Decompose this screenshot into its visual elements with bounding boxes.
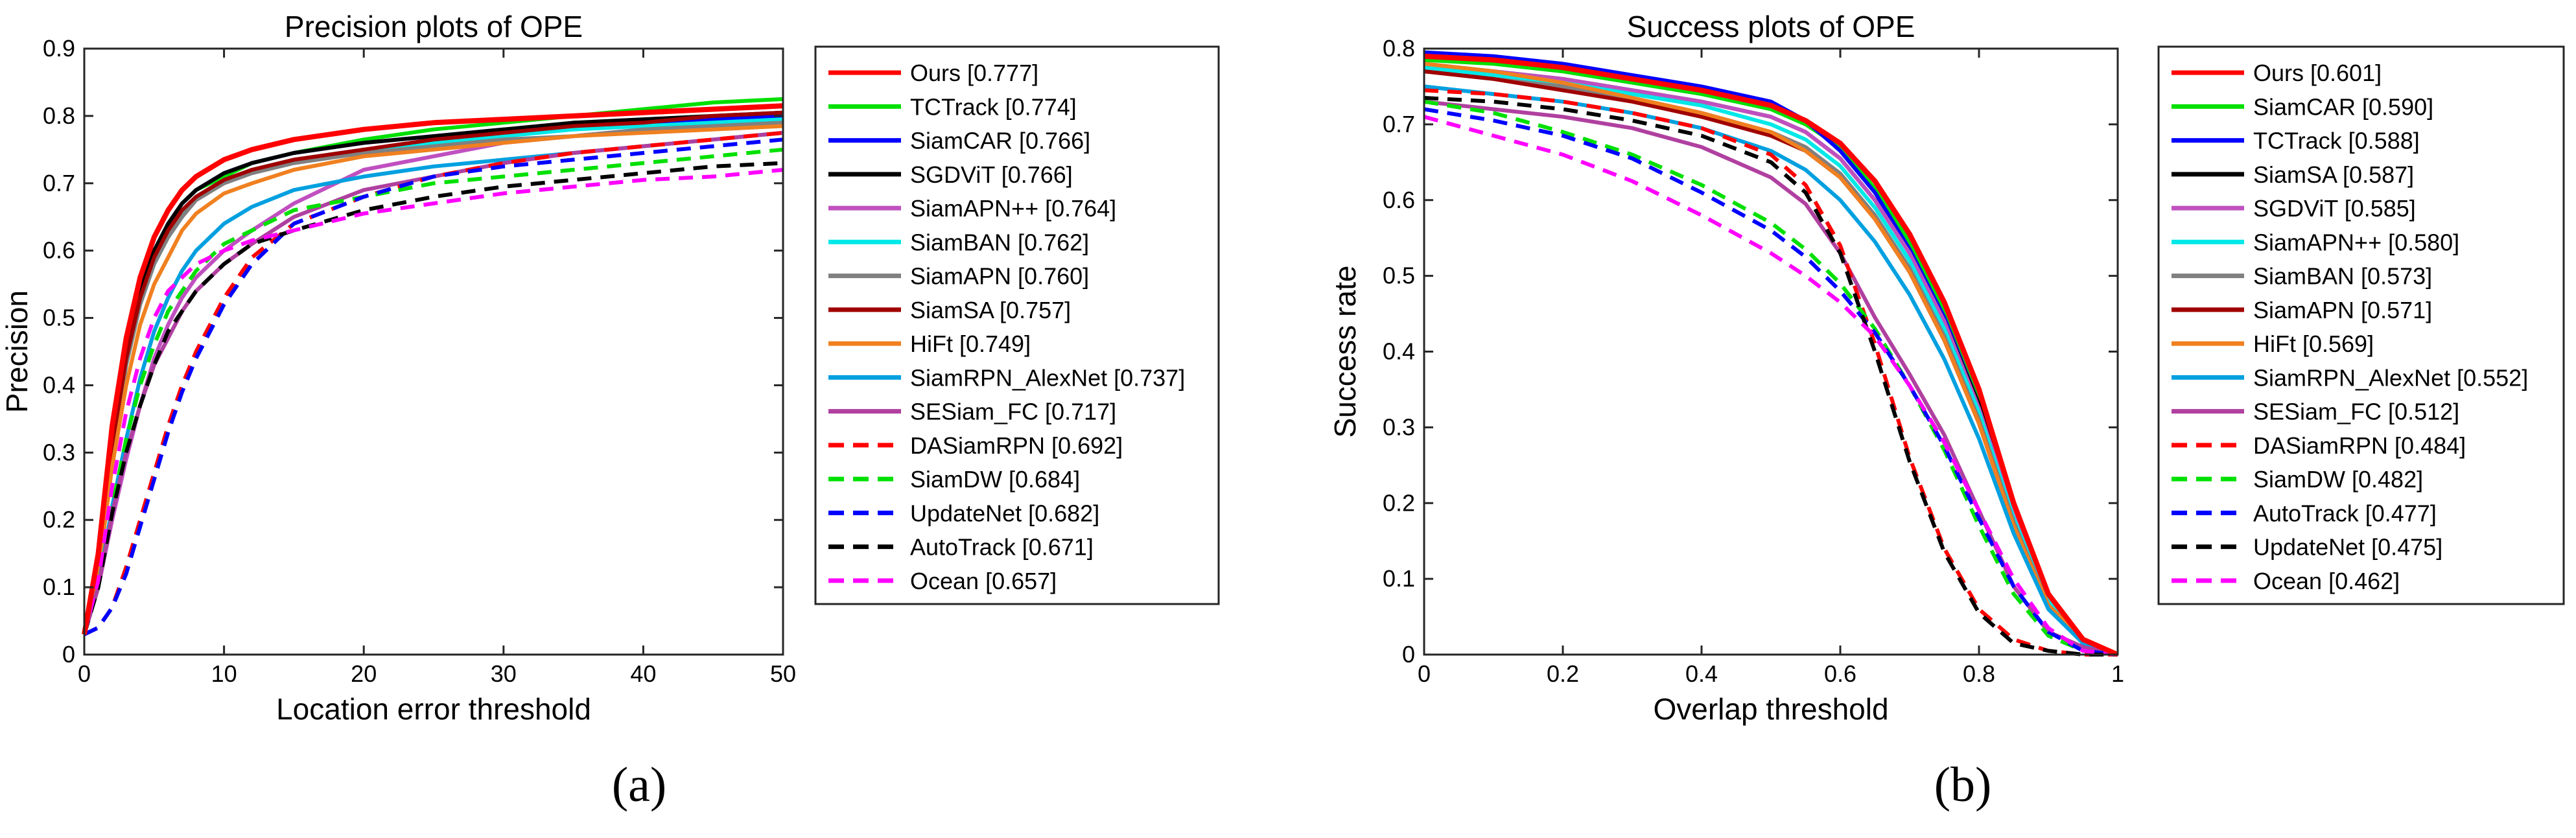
legend-label-1: Ours [0.777] xyxy=(910,60,1038,86)
legend-label-9: HiFt [0.749] xyxy=(910,331,1031,357)
legend-label-16: Ocean [0.462] xyxy=(2253,568,2400,594)
legend-label-15: AutoTrack [0.671] xyxy=(910,534,1094,561)
series-line-16 xyxy=(1423,115,2118,657)
legend-label-2: SiamCAR [0.590] xyxy=(2253,93,2433,120)
series-line-14 xyxy=(83,137,784,636)
series-line-15 xyxy=(1423,96,2118,657)
chart-title: Success plots of OPE xyxy=(1627,10,1915,43)
caption-b-text: (b) xyxy=(1934,758,1992,812)
y-tick-label: 0.2 xyxy=(1383,489,1415,516)
legend-label-2: TCTrack [0.774] xyxy=(910,93,1077,120)
x-tick-label: 0.6 xyxy=(1824,660,1856,687)
legend-label-10: SiamRPN_AlexNet [0.552] xyxy=(2253,364,2528,391)
legend-label-7: SiamBAN [0.573] xyxy=(2253,263,2432,290)
series-line-top xyxy=(1423,53,2119,657)
y-tick-label: 0.9 xyxy=(43,35,75,62)
caption-a: (a) xyxy=(574,757,704,813)
axes-frame xyxy=(83,47,784,656)
legend-label-10: SiamRPN_AlexNet [0.737] xyxy=(910,364,1185,391)
legend-label-4: SGDViT [0.766] xyxy=(910,161,1073,188)
y-tick-label: 0.7 xyxy=(1383,111,1415,137)
y-tick-label: 0.8 xyxy=(43,102,75,129)
x-tick-label: 0.4 xyxy=(1685,660,1718,687)
x-tick-label: 10 xyxy=(211,660,237,687)
y-axis-label: Precision xyxy=(0,290,34,413)
legend-label-9: HiFt [0.569] xyxy=(2253,331,2374,357)
legend-label-13: SiamDW [0.482] xyxy=(2253,466,2423,493)
legend-label-5: SGDViT [0.585] xyxy=(2253,195,2416,222)
series-line-top xyxy=(82,103,784,635)
y-tick-label: 0.1 xyxy=(1383,565,1415,592)
y-tick-label: 0.5 xyxy=(43,305,75,331)
y-tick-label: 0.3 xyxy=(1383,413,1415,440)
x-tick-label: 0 xyxy=(78,660,91,687)
y-tick-label: 0.7 xyxy=(43,170,75,196)
plot-area xyxy=(1424,49,2118,655)
caption-a-text: (a) xyxy=(611,758,667,812)
y-axis-label: Success rate xyxy=(1328,266,1362,438)
series-line-13 xyxy=(82,147,784,635)
series-line-12 xyxy=(1423,88,2118,657)
legend-label-3: SiamCAR [0.766] xyxy=(910,128,1090,154)
y-tick-label: 0.5 xyxy=(1383,262,1415,289)
series-line-8 xyxy=(82,110,784,635)
legend-label-1: Ours [0.601] xyxy=(2253,60,2382,86)
legend-label-3: TCTrack [0.588] xyxy=(2253,128,2420,154)
y-tick-label: 0.6 xyxy=(43,237,75,264)
x-tick-label: 0.2 xyxy=(1547,660,1579,687)
legend-label-4: SiamSA [0.587] xyxy=(2253,161,2414,188)
legend-label-6: SiamBAN [0.762] xyxy=(910,229,1089,255)
x-tick-label: 50 xyxy=(770,660,796,687)
legend-label-7: SiamAPN [0.760] xyxy=(910,263,1089,290)
legend-label-16: Ocean [0.657] xyxy=(910,568,1057,594)
series-group xyxy=(1423,50,2119,657)
legend-label-6: SiamAPN++ [0.580] xyxy=(2253,229,2459,255)
series-line-15 xyxy=(82,161,784,635)
precision-chart: 0 10 20 30 40 50 0 0.1 0.2 0.3 0.4 0.5 0.6 0.7 0.8 0.9 P… xyxy=(0,10,1220,726)
y-tick-label: 0 xyxy=(62,641,75,668)
x-tick-label: 1 xyxy=(2111,660,2124,687)
series-group xyxy=(82,97,784,636)
legend-label-11: SESiam_FC [0.717] xyxy=(910,399,1116,425)
x-tick-label: 20 xyxy=(351,660,377,687)
legend-label-12: DASiamRPN [0.484] xyxy=(2253,432,2466,459)
y-tick-label: 0 xyxy=(1402,641,1415,668)
legend-label-15: UpdateNet [0.475] xyxy=(2253,534,2442,561)
y-tick-label: 0.4 xyxy=(43,371,75,398)
chart-title: Precision plots of OPE xyxy=(285,10,583,43)
series-line-9 xyxy=(1423,62,2119,657)
success-chart: 0 0.2 0.4 0.6 0.8 1 0 0.1 0.2 0.3 0.4 0.5 0.6 0.7 0.8 S… xyxy=(1328,10,2565,726)
x-axis-label: Overlap threshold xyxy=(1653,692,1888,726)
x-tick-label: 30 xyxy=(491,660,517,687)
legend-label-11: SESiam_FC [0.512] xyxy=(2253,399,2459,425)
legend-label-13: SiamDW [0.684] xyxy=(910,466,1080,493)
series-line-11 xyxy=(1423,99,2118,657)
y-tick-label: 0.8 xyxy=(1383,35,1415,62)
caption-b: (b) xyxy=(1898,757,2028,813)
y-tick-label: 0.1 xyxy=(43,574,75,600)
legend-label-5: SiamAPN++ [0.764] xyxy=(910,195,1116,222)
legend-label-14: UpdateNet [0.682] xyxy=(910,500,1099,526)
legend-label-8: SiamSA [0.757] xyxy=(910,297,1071,323)
y-tick-label: 0.2 xyxy=(43,506,75,533)
legend-label-12: DASiamRPN [0.692] xyxy=(910,432,1123,459)
y-tick-label: 0.3 xyxy=(43,439,75,465)
series-line-16 xyxy=(82,168,784,635)
y-tick-label: 0.6 xyxy=(1383,187,1415,213)
series-line-9 xyxy=(82,124,784,635)
legend-label-14: AutoTrack [0.477] xyxy=(2253,500,2437,526)
x-tick-label: 0.8 xyxy=(1963,660,1995,687)
x-tick-label: 40 xyxy=(630,660,656,687)
y-tick-label: 0.4 xyxy=(1383,338,1415,365)
x-tick-label: 0 xyxy=(1418,660,1431,687)
legend-label-8: SiamAPN [0.571] xyxy=(2253,297,2432,323)
x-axis-label: Location error threshold xyxy=(276,692,591,726)
